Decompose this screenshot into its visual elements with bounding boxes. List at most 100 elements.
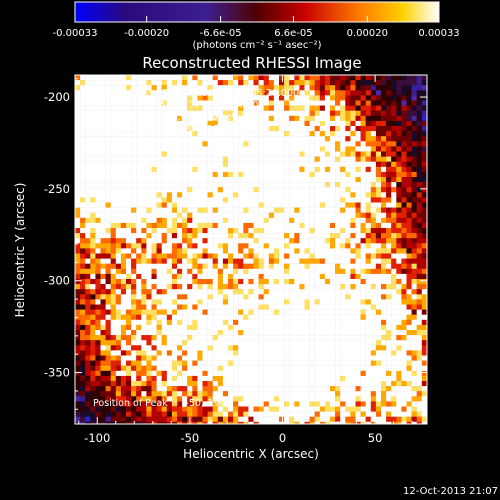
heatmap-cell — [212, 268, 218, 275]
heatmap-cell — [370, 253, 377, 259]
heatmap-cell — [273, 335, 280, 341]
heatmap-cell — [324, 75, 331, 81]
heatmap-cell — [411, 401, 417, 407]
heatmap-cell — [115, 304, 122, 310]
heatmap-cell — [202, 411, 208, 417]
heatmap-cell — [192, 141, 198, 147]
heatmap-cell — [386, 391, 392, 397]
heatmap-cell — [411, 100, 417, 106]
heatmap-cell — [355, 243, 361, 249]
heatmap-cell — [314, 222, 320, 229]
heatmap-cell — [202, 279, 208, 285]
heatmap-cell — [421, 279, 427, 285]
heatmap-cell — [426, 131, 427, 137]
heatmap-cell — [294, 171, 300, 178]
heatmap-cell — [365, 289, 371, 295]
heatmap-cell — [115, 381, 122, 387]
heatmap-cell — [426, 350, 427, 356]
heatmap-cell — [350, 324, 356, 331]
heatmap-cell — [421, 217, 427, 224]
heatmap-cell — [268, 350, 275, 356]
heatmap-cell — [324, 386, 331, 392]
heatmap-cell — [115, 243, 122, 249]
heatmap-cell — [131, 304, 137, 310]
heatmap-cell — [350, 141, 356, 147]
heatmap-cell — [228, 416, 234, 422]
heatmap-cell — [222, 391, 229, 397]
heatmap-cell — [156, 289, 162, 295]
heatmap-cell — [350, 126, 356, 132]
heatmap-cell — [238, 212, 244, 218]
heatmap-cell — [233, 171, 239, 178]
heatmap-cell — [406, 126, 412, 132]
heatmap-cell — [340, 156, 346, 162]
heatmap-cell — [279, 421, 285, 424]
heatmap-cell — [375, 177, 382, 183]
heatmap-cell — [350, 273, 356, 280]
heatmap-cell — [340, 110, 346, 116]
heatmap-cell — [355, 136, 361, 142]
heatmap-cell — [85, 151, 91, 157]
heatmap-cell — [75, 233, 81, 239]
heatmap-cell — [156, 421, 162, 424]
heatmap-cell — [192, 355, 198, 361]
heatmap-cell — [381, 370, 387, 377]
heatmap-cell — [279, 386, 285, 392]
heatmap-cell — [120, 141, 127, 147]
heatmap-cell — [105, 187, 111, 193]
heatmap-cell — [146, 90, 152, 96]
heatmap-cell — [80, 85, 86, 91]
heatmap-cell — [110, 253, 116, 259]
heatmap-cell — [263, 115, 269, 122]
heatmap-cell — [197, 289, 203, 295]
heatmap-cell — [294, 294, 300, 300]
heatmap-cell — [228, 80, 234, 86]
heatmap-cell — [126, 299, 132, 305]
heatmap-cell — [386, 95, 392, 101]
heatmap-cell — [233, 284, 239, 290]
heatmap-cell — [335, 355, 341, 361]
heatmap-cell — [126, 146, 132, 152]
heatmap-cell — [141, 120, 147, 127]
heatmap-cell — [386, 324, 392, 331]
heatmap-cell — [340, 421, 346, 424]
heatmap-cell — [126, 421, 132, 424]
heatmap-cell — [304, 212, 310, 218]
heatmap-cell — [95, 324, 101, 331]
heatmap-cell — [156, 197, 162, 203]
heatmap-cell — [202, 146, 208, 152]
heatmap-cell — [217, 166, 224, 173]
heatmap-cell — [396, 253, 402, 259]
heatmap-cell — [319, 289, 326, 295]
heatmap-cell — [355, 141, 361, 147]
heatmap-cell — [233, 319, 239, 326]
heatmap-cell — [202, 192, 208, 198]
heatmap-cell — [345, 294, 351, 300]
heatmap-cell — [222, 233, 229, 239]
heatmap-cell — [75, 330, 81, 336]
heatmap-cell — [406, 416, 412, 422]
heatmap-cell — [273, 345, 280, 351]
heatmap-cell — [120, 401, 127, 407]
heatmap-cell — [243, 166, 249, 173]
heatmap-cell — [289, 100, 295, 106]
heatmap-cell — [386, 345, 392, 351]
heatmap-cell — [375, 411, 382, 417]
heatmap-cell — [243, 360, 249, 366]
heatmap-cell — [192, 258, 198, 264]
heatmap-cell — [95, 258, 101, 264]
heatmap-cell — [268, 146, 275, 152]
heatmap-cell — [248, 80, 254, 86]
heatmap-cell — [279, 355, 285, 361]
heatmap-cell — [187, 370, 193, 377]
heatmap-cell — [294, 192, 300, 198]
heatmap-cell — [279, 207, 285, 213]
heatmap-cell — [350, 228, 356, 234]
heatmap-cell — [314, 421, 320, 424]
heatmap-cell — [110, 212, 116, 218]
heatmap-cell — [370, 197, 377, 203]
heatmap-cell — [192, 406, 198, 412]
heatmap-cell — [166, 284, 173, 290]
heatmap-cell — [330, 375, 336, 382]
heatmap-cell — [309, 345, 315, 351]
